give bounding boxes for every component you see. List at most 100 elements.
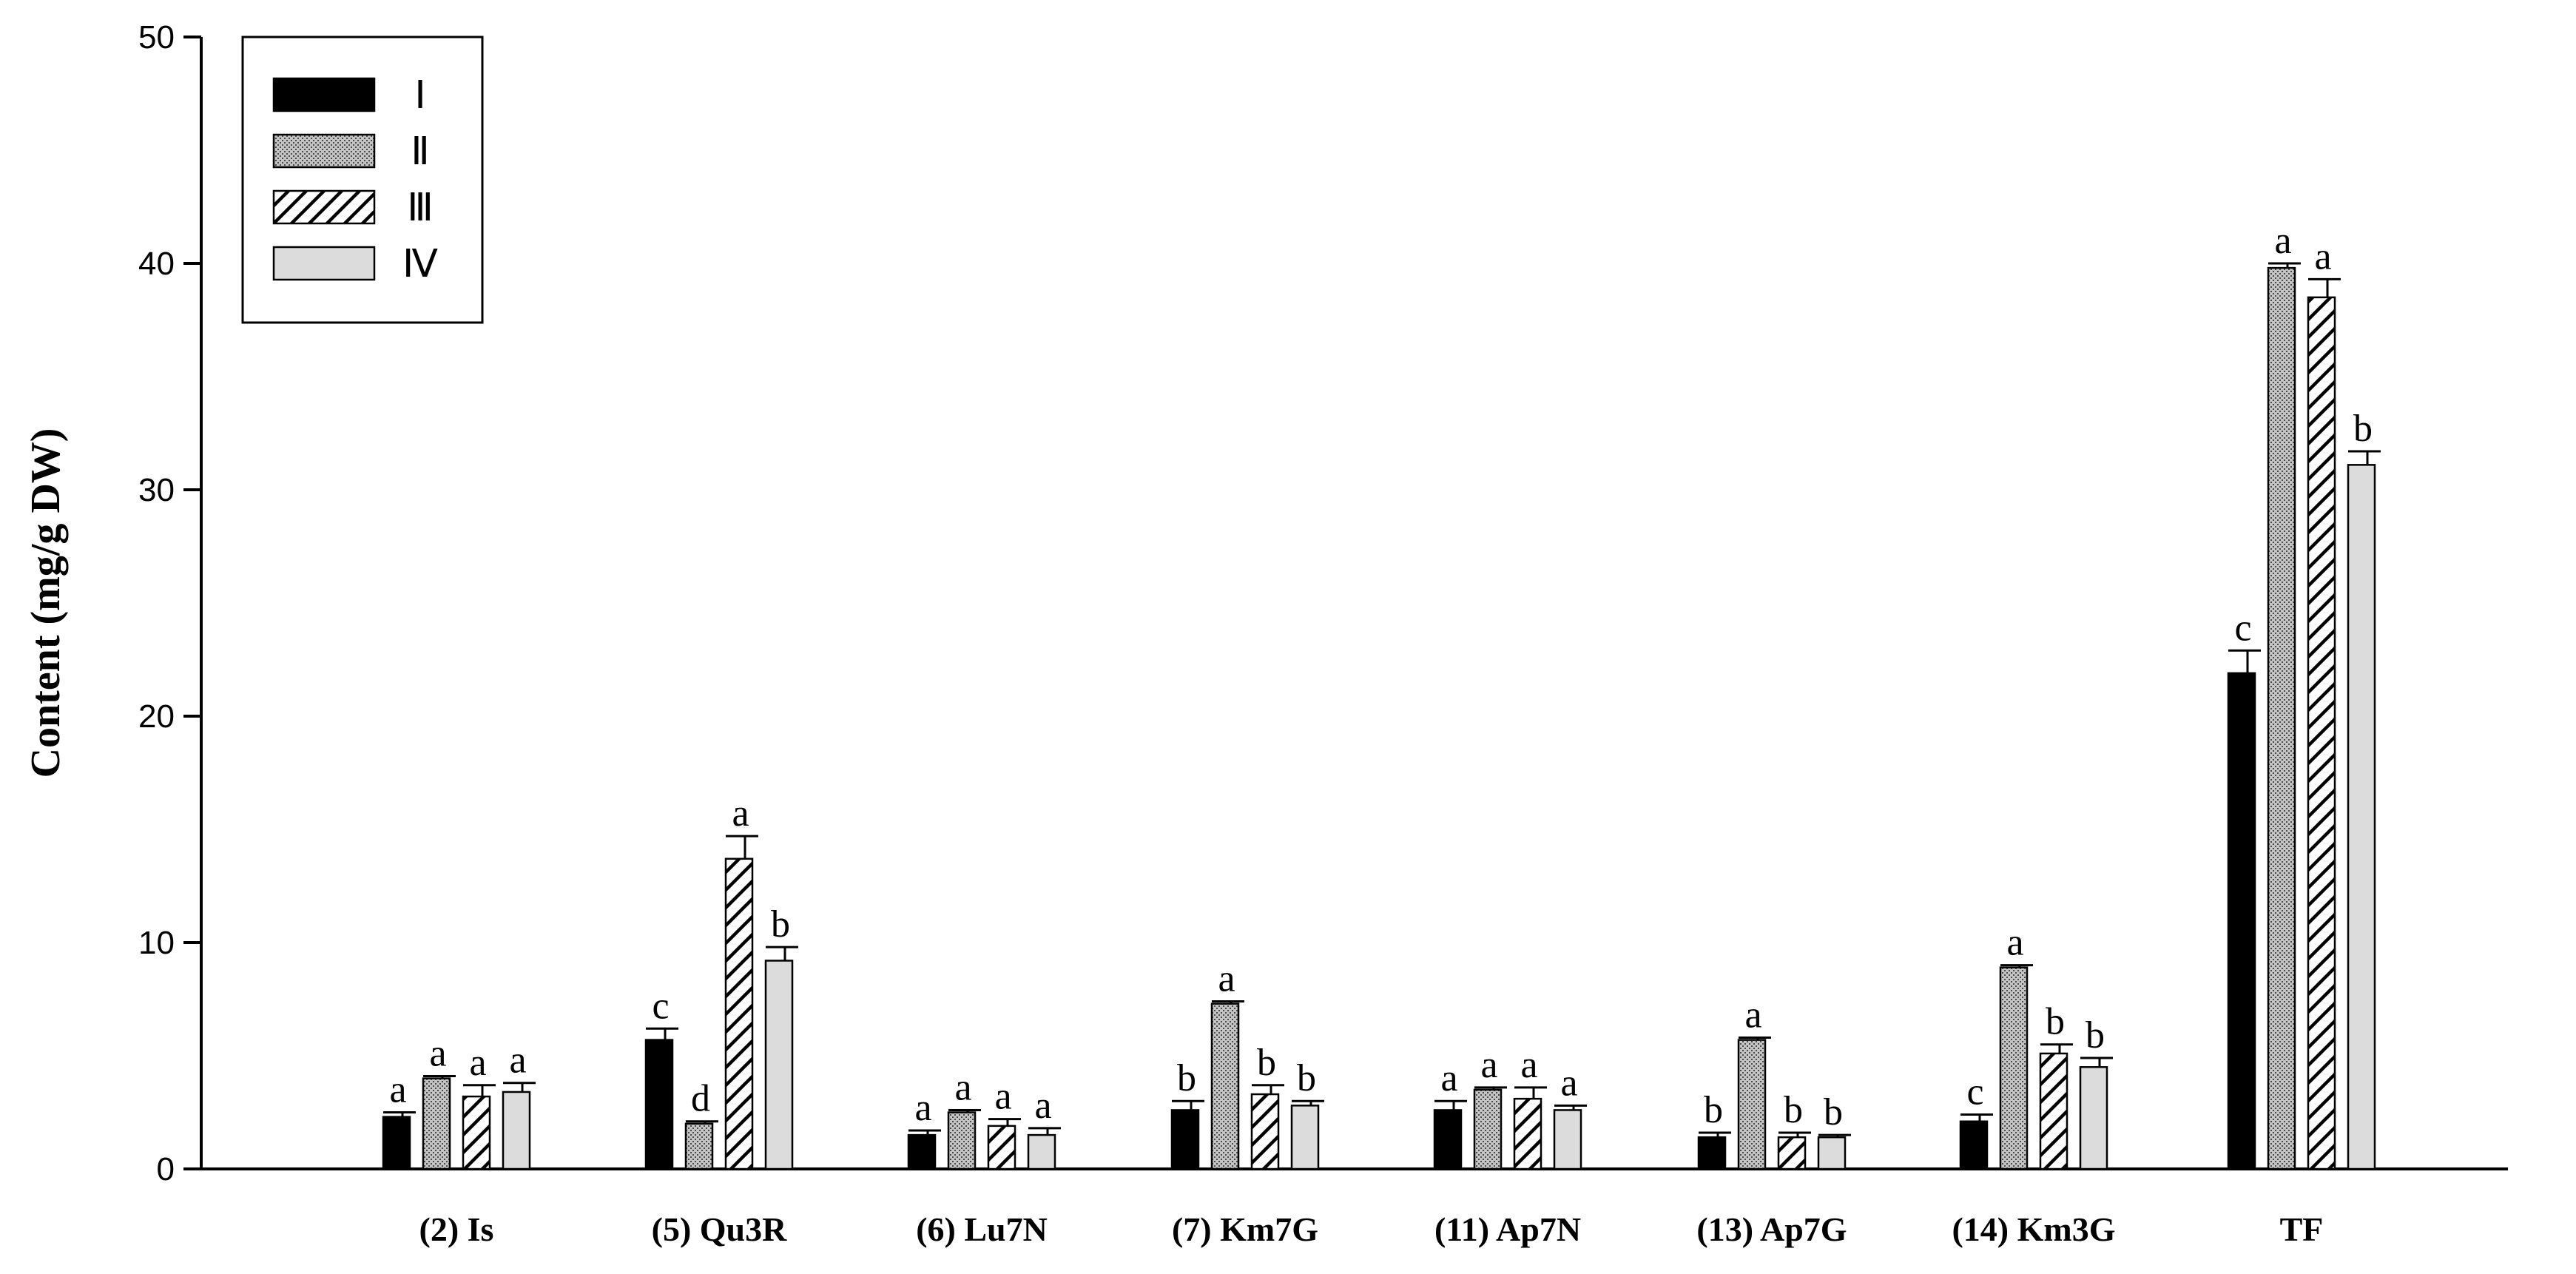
- significance-letter: a: [389, 1069, 406, 1111]
- significance-letter: a: [732, 792, 749, 835]
- y-tick-label: 30: [138, 472, 175, 508]
- significance-letter: a: [1744, 994, 1761, 1037]
- significance-letter: b: [1177, 1057, 1196, 1099]
- bar: [644, 1039, 674, 1170]
- significance-letter: a: [2314, 235, 2331, 277]
- category-group: bab b: [1697, 994, 1851, 1170]
- legend-swatch: [272, 189, 376, 225]
- bar: [1697, 1136, 1727, 1170]
- x-labels: (2) Is (5) Qu3R (6) Lu7N (7) Km7G (11) Ap7N (…: [419, 1210, 2324, 1248]
- bar: [2039, 1052, 2068, 1170]
- significance-letter: b: [1824, 1091, 1843, 1133]
- significance-letter: b: [1704, 1089, 1723, 1131]
- significance-letter: a: [509, 1039, 526, 1082]
- x-tick-label: (7) Km7G: [1172, 1210, 1318, 1248]
- significance-letter: b: [2086, 1014, 2105, 1056]
- bar: [1250, 1093, 1280, 1170]
- significance-letter: a: [2274, 220, 2291, 262]
- bar: [987, 1125, 1016, 1170]
- bar: [2227, 672, 2256, 1170]
- significance-letter: b: [2353, 408, 2373, 450]
- significance-letter: c: [652, 985, 669, 1027]
- bar: [2267, 266, 2296, 1170]
- y-tick-label: 10: [138, 925, 175, 961]
- significance-letter: a: [2006, 922, 2023, 964]
- y-tick-label: 20: [138, 698, 175, 735]
- x-tick-label: (14) Km3G: [1952, 1210, 2115, 1248]
- significance-letter: c: [2234, 607, 2251, 649]
- bar: [1290, 1105, 1320, 1170]
- x-tick-label: (6) Lu7N: [916, 1210, 1048, 1248]
- significance-letter: b: [1257, 1042, 1276, 1084]
- bar: [947, 1111, 977, 1170]
- bar: [724, 857, 754, 1170]
- significance-letter: a: [1560, 1062, 1577, 1104]
- significance-letter: a: [1480, 1044, 1497, 1086]
- significance-letter: d: [691, 1078, 710, 1120]
- legend: Ⅰ Ⅱ Ⅲ Ⅳ: [241, 36, 484, 324]
- legend-swatch: [272, 133, 376, 169]
- significance-letter: b: [1784, 1089, 1803, 1131]
- significance-letter: a: [1440, 1057, 1457, 1099]
- x-tick-label: (13) Ap7G: [1696, 1210, 1847, 1248]
- bar: [1433, 1109, 1463, 1170]
- y-tick-label: 50: [138, 19, 175, 55]
- significance-letter: c: [1966, 1071, 1983, 1113]
- x-tick-label: (5) Qu3R: [652, 1210, 788, 1248]
- bar: [1170, 1109, 1200, 1170]
- significance-letter: b: [2046, 1001, 2065, 1043]
- legend-label: Ⅰ: [414, 75, 425, 117]
- category-group: cab b: [1959, 922, 2113, 1170]
- bar: [462, 1095, 491, 1170]
- y-ticks: 0 10 20 30 40 50: [138, 19, 201, 1187]
- significance-letter: a: [914, 1087, 931, 1129]
- bar: [2079, 1066, 2108, 1170]
- category-group: c a a b: [2227, 220, 2381, 1170]
- bar: [1817, 1136, 1847, 1170]
- x-tick-label: (2) Is: [419, 1210, 494, 1248]
- significance-letter: a: [994, 1076, 1011, 1118]
- x-tick-label: (11) Ap7N: [1434, 1210, 1581, 1248]
- bar: [1553, 1109, 1582, 1170]
- bar: [422, 1077, 451, 1170]
- bar: [684, 1122, 714, 1170]
- significance-letter: a: [1520, 1044, 1537, 1086]
- legend-label: Ⅲ: [407, 187, 434, 229]
- y-tick-label: 0: [157, 1151, 175, 1187]
- category-group: bab b: [1170, 958, 1324, 1170]
- bar: [1737, 1039, 1767, 1170]
- bar: [382, 1116, 411, 1170]
- bar: [907, 1133, 937, 1170]
- bar: [2307, 296, 2336, 1170]
- y-axis-label: Content (mg/g DW): [23, 428, 69, 778]
- bar: [502, 1091, 531, 1170]
- bar: [1210, 1002, 1240, 1170]
- significance-letter: a: [1034, 1085, 1051, 1127]
- legend-label: Ⅱ: [411, 131, 430, 173]
- x-tick-label: TF: [2280, 1210, 2324, 1248]
- legend-label: Ⅳ: [402, 243, 438, 286]
- significance-letter: a: [1218, 958, 1235, 1000]
- y-tick-label: 40: [138, 246, 175, 282]
- legend-swatch: [272, 77, 376, 112]
- significance-letter: b: [771, 903, 790, 946]
- axes: [200, 37, 2508, 1170]
- bar: [1027, 1133, 1056, 1170]
- legend-swatch: [272, 246, 376, 281]
- bar: [764, 960, 794, 1170]
- bar: [1473, 1088, 1503, 1170]
- bar: [1959, 1120, 1989, 1170]
- significance-letter: a: [954, 1066, 971, 1108]
- bar: [1999, 966, 2029, 1170]
- category-group: c d a b: [644, 792, 798, 1170]
- significance-letter: a: [469, 1042, 486, 1084]
- bar: [2347, 464, 2376, 1170]
- bar: [1513, 1097, 1542, 1170]
- significance-letter: b: [1297, 1057, 1316, 1099]
